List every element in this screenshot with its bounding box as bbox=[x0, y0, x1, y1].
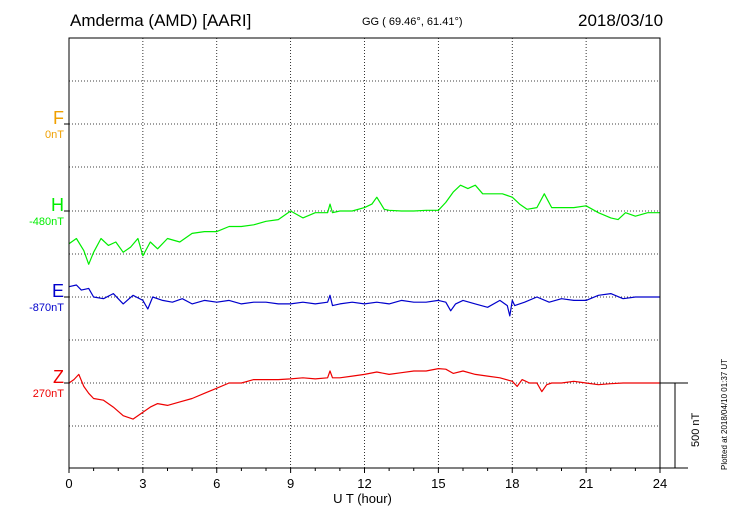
x-tick-label: 9 bbox=[287, 476, 294, 491]
x-tick-label: 3 bbox=[139, 476, 146, 491]
series-line-h bbox=[68, 184, 660, 265]
component-offset: -480nT bbox=[29, 216, 64, 228]
x-tick-label: 18 bbox=[505, 476, 519, 491]
component-letter: F bbox=[53, 108, 64, 128]
x-tick-label: 21 bbox=[579, 476, 593, 491]
plotted-timestamp: Plotted at 2018/04/10 01:37 UT bbox=[720, 358, 729, 470]
series-layer bbox=[68, 184, 660, 420]
x-tick-label: 15 bbox=[431, 476, 445, 491]
scale-bar-label: 500 nT bbox=[690, 412, 702, 447]
x-tick-label: 0 bbox=[65, 476, 72, 491]
station-title: Amderma (AMD) [AARI] bbox=[70, 11, 252, 30]
scale-bar bbox=[660, 382, 688, 469]
series-line-e bbox=[68, 284, 660, 317]
component-letter: Z bbox=[53, 367, 64, 387]
x-axis: 0 3 6 9 12 15 18 21 24 U T (hour) bbox=[65, 468, 667, 506]
x-axis-label: U T (hour) bbox=[333, 491, 392, 506]
component-label-f: F 0nT bbox=[4, 108, 64, 141]
component-offset: -870nT bbox=[29, 302, 64, 314]
component-label-z: Z 270nT bbox=[4, 367, 64, 400]
component-letter: E bbox=[51, 281, 64, 301]
series-line-z bbox=[68, 368, 660, 420]
chart-date: 2018/03/10 bbox=[578, 11, 664, 30]
component-offset: 0nT bbox=[45, 129, 64, 141]
component-label-e: E -870nT bbox=[4, 281, 64, 314]
x-tick-label: 24 bbox=[653, 476, 667, 491]
component-offset: 270nT bbox=[32, 388, 64, 400]
x-tick-label: 12 bbox=[357, 476, 371, 491]
component-label-h: H -480nT bbox=[4, 195, 64, 228]
x-tick-label: 6 bbox=[213, 476, 220, 491]
plot-frame bbox=[64, 37, 661, 469]
station-coordinates: GG ( 69.46°, 61.41°) bbox=[362, 16, 463, 28]
component-letter: H bbox=[51, 195, 64, 215]
